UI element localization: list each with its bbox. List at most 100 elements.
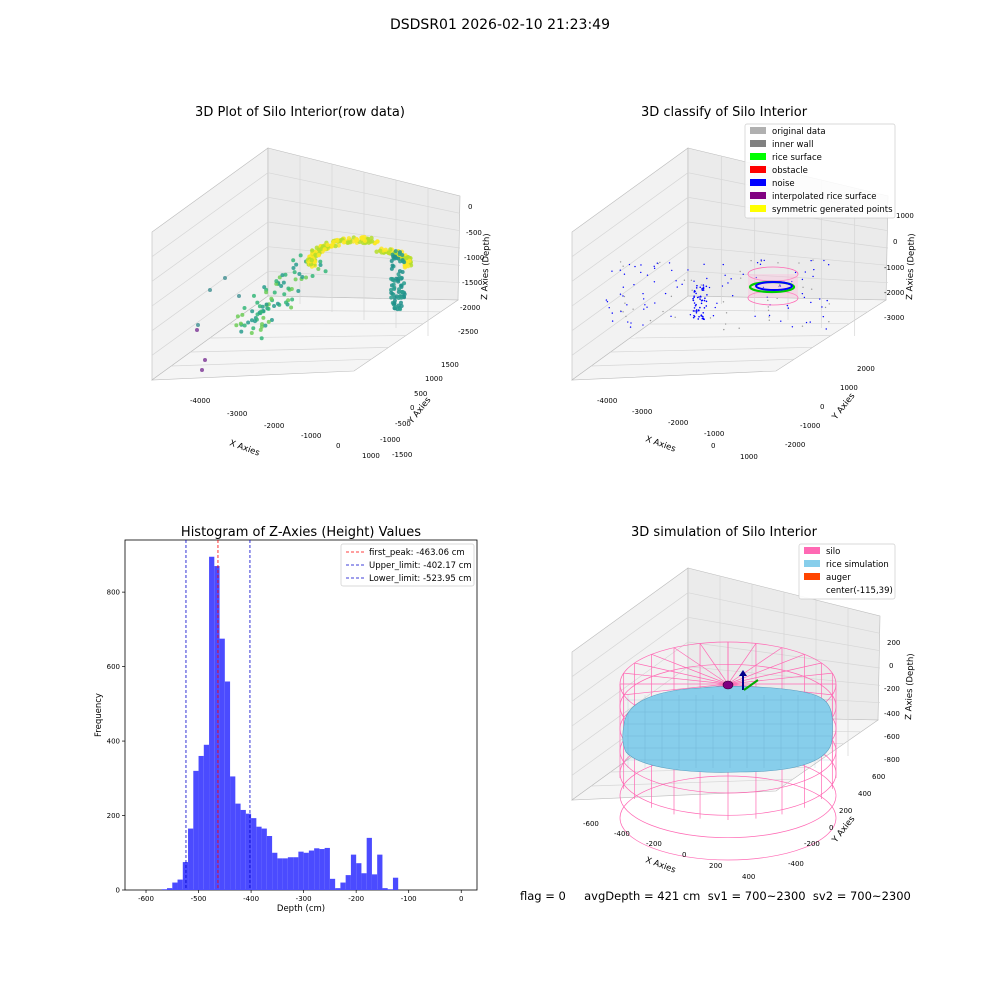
classify-point (787, 307, 789, 309)
classify-point (634, 265, 636, 268)
sim-x-tick: 200 (709, 862, 722, 870)
classify-point (695, 309, 698, 311)
classify-point (716, 302, 718, 304)
raw-x-tick: -4000 (190, 397, 210, 405)
sim-z-label: Z Axies (Depth) (904, 653, 916, 720)
raw-point (246, 320, 251, 325)
raw-z-tick: -2000 (460, 304, 480, 312)
legend-swatch (750, 140, 766, 147)
raw-point (389, 266, 394, 271)
raw-point (250, 309, 255, 314)
legend-label: rice simulation (826, 560, 889, 570)
classify-point (801, 278, 804, 281)
classify-point (742, 273, 744, 276)
raw-point (346, 236, 352, 241)
histogram-bar (277, 858, 283, 890)
raw-point (322, 247, 327, 252)
legend-swatch (804, 560, 820, 567)
raw-point (335, 238, 340, 243)
histogram-bar (251, 818, 257, 890)
legend-label: original data (772, 127, 826, 137)
grid-line (151, 221, 269, 307)
raw-point (237, 294, 241, 298)
histogram-bar (172, 882, 178, 890)
raw-point (329, 243, 335, 248)
raw-point (240, 312, 245, 317)
histogram-bar (382, 888, 388, 890)
classify-point (692, 299, 695, 302)
classify-point (801, 292, 804, 295)
classify-point (791, 280, 793, 283)
raw-point (398, 259, 403, 264)
classify-point (828, 303, 830, 305)
raw-point (405, 263, 411, 269)
classify-point (702, 286, 705, 288)
silo-roof-line (727, 647, 783, 685)
histogram-legend-box (340, 543, 475, 587)
classify-point (683, 279, 686, 281)
classify-point (619, 269, 622, 271)
classify-point (689, 314, 692, 316)
classify-point (611, 270, 613, 272)
classify-point (642, 324, 644, 326)
classify-point (760, 260, 763, 263)
histogram-bar (345, 875, 351, 890)
histogram-legend-label: Lower_limit: -523.95 cm (369, 574, 471, 584)
raw-point (272, 303, 277, 308)
classify-z-tick: 1000 (896, 212, 914, 220)
rice-simulation-surface (622, 686, 833, 773)
raw-point (388, 247, 393, 252)
classify-point (619, 293, 622, 295)
classify-point (700, 299, 703, 302)
raw-point (405, 259, 410, 265)
classify-point (611, 312, 613, 314)
histogram-bar (319, 849, 325, 890)
histogram-bar (219, 638, 225, 890)
classify-point (697, 318, 700, 320)
raw-point (399, 295, 404, 300)
grid-line (248, 309, 441, 313)
classify-point (693, 302, 696, 304)
classify-point (709, 317, 712, 319)
classify-point (646, 274, 649, 276)
raw-z-tick: 0 (468, 203, 472, 211)
classify-point (653, 281, 656, 283)
histogram-bar (198, 755, 204, 890)
classify-point (668, 262, 671, 264)
classify-point (722, 301, 725, 303)
grid-line (151, 172, 269, 257)
classify-point (779, 285, 782, 287)
raw-point (203, 358, 207, 362)
grid-line (571, 617, 689, 702)
classify-point (642, 292, 644, 295)
center-y-arrow (743, 679, 759, 691)
raw-point (293, 277, 298, 282)
grid-line (668, 309, 868, 313)
classify-point (698, 309, 700, 312)
raw-point (397, 251, 402, 256)
raw-point (259, 309, 264, 314)
raw-point (390, 277, 395, 282)
grid-line (151, 271, 269, 356)
classify-x-tick: -1000 (704, 430, 724, 438)
silo-roof-line (623, 672, 729, 685)
histogram-plot: Histogram of Z-Axies (Height) Values -60… (94, 525, 478, 914)
classify-point (624, 302, 626, 304)
histogram-bar (245, 813, 252, 890)
classify-point (722, 263, 724, 266)
raw-point (316, 253, 322, 258)
classify-point (622, 286, 625, 288)
classify-point (608, 307, 610, 309)
grid-line (571, 246, 689, 331)
legend-swatch (750, 166, 766, 173)
raw-point (286, 286, 291, 291)
histogram-bar (308, 850, 315, 890)
raw-point (318, 259, 323, 264)
classify-point (767, 299, 769, 302)
classify-point (825, 328, 827, 330)
raw-point (297, 272, 302, 277)
classify-point (701, 289, 704, 291)
raw-point (196, 323, 200, 327)
raw-point (257, 304, 262, 309)
raw-point (261, 315, 266, 320)
